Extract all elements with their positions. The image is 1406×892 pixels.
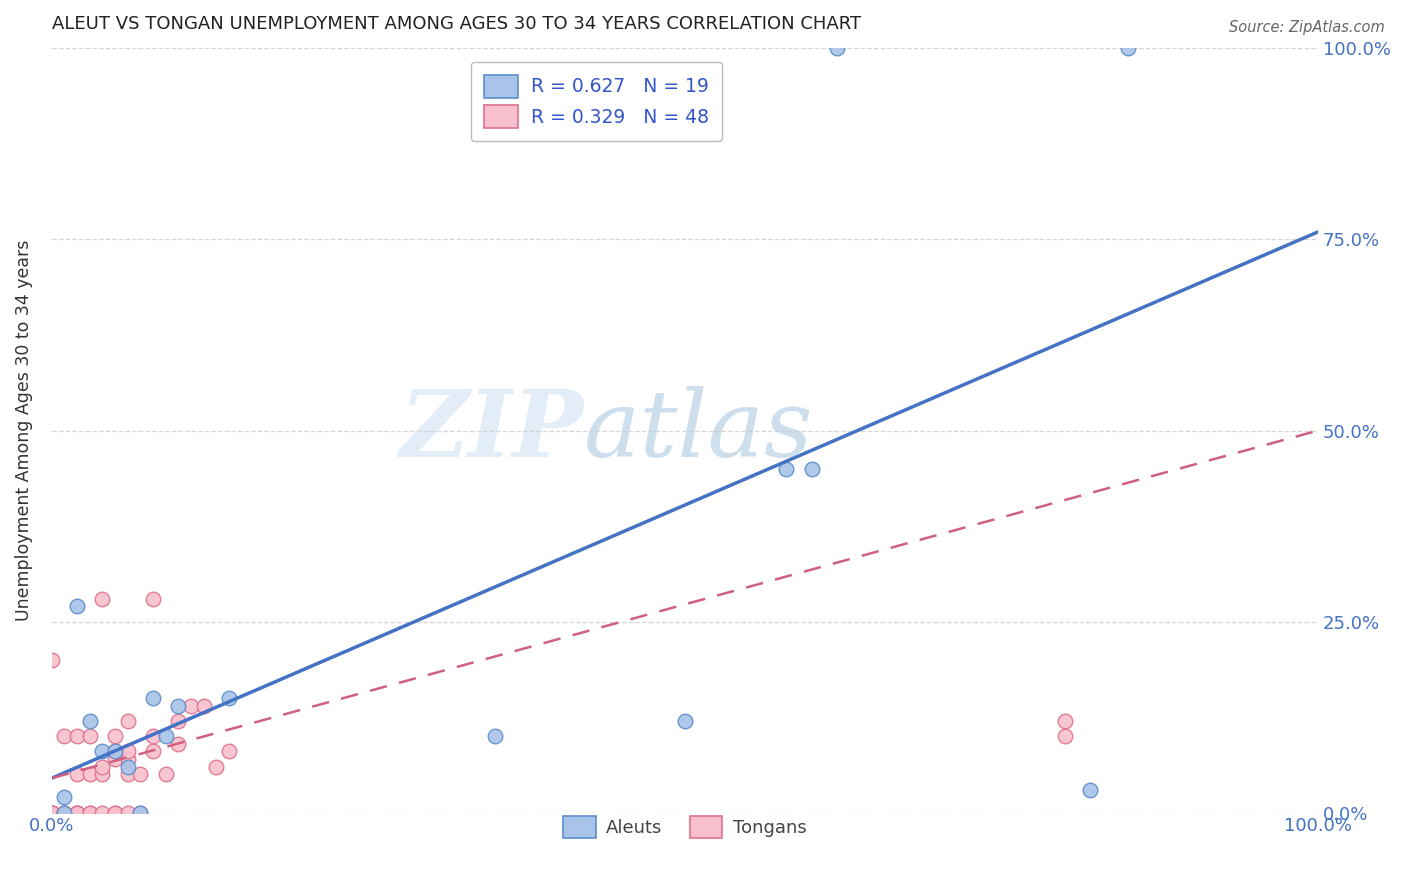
Point	[91, 591, 114, 606]
Point	[117, 760, 139, 774]
Point	[129, 805, 152, 820]
Point	[142, 744, 165, 758]
Point	[53, 805, 76, 820]
Text: ZIP: ZIP	[399, 385, 583, 475]
Point	[66, 599, 89, 614]
Point	[66, 805, 89, 820]
Point	[218, 690, 240, 705]
Point	[673, 714, 696, 728]
Point	[41, 805, 63, 820]
Point	[53, 805, 76, 820]
Point	[800, 461, 823, 475]
Point	[53, 729, 76, 743]
Point	[91, 805, 114, 820]
Point	[79, 729, 101, 743]
Point	[142, 690, 165, 705]
Point	[117, 714, 139, 728]
Point	[484, 729, 506, 743]
Point	[66, 729, 89, 743]
Point	[117, 805, 139, 820]
Point	[104, 805, 127, 820]
Y-axis label: Unemployment Among Ages 30 to 34 years: Unemployment Among Ages 30 to 34 years	[15, 240, 32, 621]
Point	[1053, 714, 1076, 728]
Point	[167, 737, 190, 751]
Point	[117, 767, 139, 781]
Point	[155, 767, 177, 781]
Point	[825, 41, 848, 55]
Point	[41, 805, 63, 820]
Text: ALEUT VS TONGAN UNEMPLOYMENT AMONG AGES 30 TO 34 YEARS CORRELATION CHART: ALEUT VS TONGAN UNEMPLOYMENT AMONG AGES …	[52, 15, 860, 33]
Point	[1078, 782, 1101, 797]
Legend: Aleuts, Tongans: Aleuts, Tongans	[555, 809, 814, 846]
Point	[91, 760, 114, 774]
Point	[180, 698, 202, 713]
Point	[167, 698, 190, 713]
Point	[41, 653, 63, 667]
Point	[129, 767, 152, 781]
Point	[218, 744, 240, 758]
Point	[117, 744, 139, 758]
Point	[66, 805, 89, 820]
Point	[41, 805, 63, 820]
Point	[142, 729, 165, 743]
Point	[91, 744, 114, 758]
Point	[129, 805, 152, 820]
Point	[104, 805, 127, 820]
Point	[104, 752, 127, 766]
Point	[91, 767, 114, 781]
Point	[104, 729, 127, 743]
Point	[53, 790, 76, 805]
Point	[41, 805, 63, 820]
Point	[142, 591, 165, 606]
Point	[66, 805, 89, 820]
Text: Source: ZipAtlas.com: Source: ZipAtlas.com	[1229, 20, 1385, 35]
Point	[79, 714, 101, 728]
Point	[53, 805, 76, 820]
Point	[155, 729, 177, 743]
Point	[1053, 729, 1076, 743]
Point	[79, 805, 101, 820]
Point	[104, 744, 127, 758]
Point	[104, 744, 127, 758]
Point	[41, 805, 63, 820]
Point	[79, 805, 101, 820]
Point	[1116, 41, 1139, 55]
Point	[193, 698, 215, 713]
Point	[79, 767, 101, 781]
Point	[117, 752, 139, 766]
Point	[66, 767, 89, 781]
Text: atlas: atlas	[583, 385, 813, 475]
Point	[775, 461, 797, 475]
Point	[205, 760, 228, 774]
Point	[53, 805, 76, 820]
Point	[167, 714, 190, 728]
Point	[53, 805, 76, 820]
